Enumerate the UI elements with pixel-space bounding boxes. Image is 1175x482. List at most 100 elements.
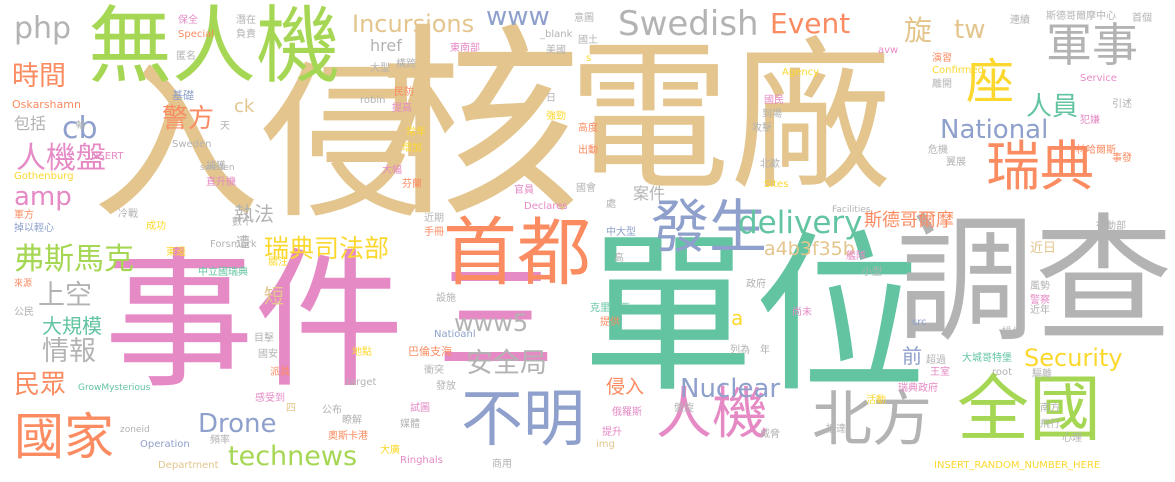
word-cloud-word: 引述	[1112, 99, 1132, 110]
word-cloud-word: 官員	[514, 185, 534, 196]
word-cloud-word: 全國	[957, 367, 1102, 451]
word-cloud-word: 大型	[370, 63, 390, 74]
word-cloud-word: 成功	[146, 221, 166, 232]
word-cloud-word: technews	[228, 441, 358, 472]
word-cloud-word: www	[486, 2, 550, 32]
word-cloud-word: 保全	[178, 15, 198, 26]
word-cloud-word: 事發	[1112, 153, 1132, 164]
word-cloud-word: 到場	[762, 109, 782, 120]
word-cloud-word: 橫跨	[396, 59, 416, 70]
word-cloud-word: 大廣	[380, 445, 400, 456]
word-cloud-word: 國安	[258, 349, 278, 360]
word-cloud-word: 商用	[492, 459, 512, 470]
word-cloud-word: 首個	[1132, 13, 1152, 24]
word-cloud-word: INSERT_RANDOM_NUMBER_HERE	[934, 460, 1101, 471]
word-cloud-word: 瞭解	[342, 415, 362, 426]
word-cloud-word: 小型	[862, 267, 882, 278]
word-cloud-word: robin	[360, 95, 386, 106]
word-cloud-word: a4b3f35b	[764, 238, 855, 260]
word-cloud-word: 犯嫌	[1080, 115, 1100, 126]
word-cloud-word: 警方	[162, 104, 215, 134]
word-cloud-word: 近期	[424, 213, 444, 224]
word-cloud-word: 危機	[928, 145, 948, 156]
word-cloud-word: cb	[62, 111, 98, 146]
word-cloud-word: 巴倫支海	[408, 345, 452, 358]
word-cloud-word: Service	[1080, 73, 1117, 84]
word-cloud-word: 事件	[104, 235, 405, 409]
word-cloud-word: Event	[770, 7, 851, 40]
word-cloud-word: 三	[437, 250, 556, 388]
word-cloud-word: 國民	[764, 95, 784, 106]
word-cloud-word: root	[992, 367, 1013, 378]
word-cloud-word: 艦隊	[846, 251, 866, 262]
word-cloud-word: 試圖	[410, 403, 430, 414]
word-cloud-word: 操作	[1002, 327, 1022, 338]
word-cloud-word: 北方	[812, 385, 932, 455]
word-cloud-word: a	[731, 306, 744, 330]
word-cloud-word: php	[14, 11, 72, 46]
word-cloud-word: Agency	[782, 67, 820, 78]
word-cloud-word: target	[346, 377, 377, 388]
word-cloud-word: 侵入	[606, 376, 645, 398]
word-cloud-word: 時間	[12, 61, 66, 92]
word-cloud-word: tw	[954, 15, 986, 45]
word-cloud-word: 大城哥特堡	[962, 353, 1012, 364]
word-cloud-word: 東南部	[450, 43, 480, 54]
word-cloud-word: Sites	[764, 179, 789, 190]
word-cloud-word: 林哈爾斯	[1076, 145, 1116, 156]
word-cloud-word: 短	[264, 284, 284, 308]
word-cloud-word: 高度	[578, 123, 598, 134]
word-cloud-word: 年	[760, 345, 770, 356]
word-cloud-word: 近年	[1030, 305, 1050, 316]
word-cloud-word: 民眾	[14, 370, 67, 400]
word-cloud-word: 驅離	[1032, 369, 1052, 380]
word-cloud-word: 電廠	[568, 25, 892, 213]
word-cloud-word: 負責	[236, 29, 256, 40]
word-cloud-word: 中立國瑞典	[198, 267, 248, 278]
word-cloud-word: 前	[902, 344, 922, 368]
word-cloud-word: 瑞典	[986, 135, 1094, 198]
word-cloud-word: 捕獲	[206, 161, 226, 172]
word-cloud-word: 首都	[443, 210, 591, 296]
word-cloud-word: 提高	[392, 103, 412, 114]
word-cloud-word: Natioanl	[434, 329, 476, 340]
word-cloud-word: www5	[454, 309, 529, 337]
word-cloud-word: 瑞典政府	[898, 383, 938, 394]
word-cloud-word: 增加	[402, 143, 422, 154]
word-cloud-word: amp	[14, 182, 72, 212]
word-cloud-word: 媒體	[400, 419, 420, 430]
word-cloud-word: 斯德哥爾摩中心	[1046, 11, 1116, 22]
word-cloud-word: 調查	[896, 201, 1174, 363]
word-cloud-word: delivery	[738, 205, 863, 241]
word-cloud-word: 大幅	[382, 165, 402, 176]
word-cloud-word: 核	[376, 7, 581, 245]
word-cloud-word: 軍事	[1046, 18, 1138, 72]
word-cloud-word: 基礎	[172, 89, 194, 102]
word-cloud-word: 心理	[1062, 433, 1082, 444]
word-cloud-word: Swedish	[618, 4, 759, 44]
word-cloud-word: 抵達	[826, 424, 846, 435]
word-cloud-word: National	[940, 115, 1049, 145]
word-cloud-word: 安全局	[466, 348, 547, 379]
word-cloud-word: 執法	[234, 202, 274, 226]
word-cloud-word: Department	[158, 460, 219, 471]
word-cloud-word: 飛行	[1040, 419, 1060, 430]
word-cloud-word: 東邊	[166, 247, 186, 258]
word-cloud-word: 攻擊	[752, 123, 772, 134]
word-cloud-word: 警察	[1030, 295, 1050, 306]
word-cloud-word: Operation	[140, 439, 190, 450]
word-cloud-word: 尚未	[792, 307, 812, 318]
word-cloud-word: 演習	[932, 53, 952, 64]
word-cloud-word: 感受到	[255, 393, 285, 404]
word-cloud-word: Security	[1024, 344, 1123, 372]
word-cloud-word: 冷戰	[118, 209, 138, 220]
word-cloud-word: 包括	[14, 114, 47, 133]
word-cloud-word: 手冊	[424, 227, 444, 238]
word-cloud-word: 設施	[436, 293, 456, 304]
word-cloud-word: 王室	[930, 367, 950, 378]
word-cloud-word: 常年	[406, 127, 426, 138]
word-cloud-word: 斯德哥爾摩	[864, 210, 954, 231]
word-cloud-word: 盤旋	[674, 403, 694, 414]
word-cloud-word: s	[586, 53, 592, 64]
